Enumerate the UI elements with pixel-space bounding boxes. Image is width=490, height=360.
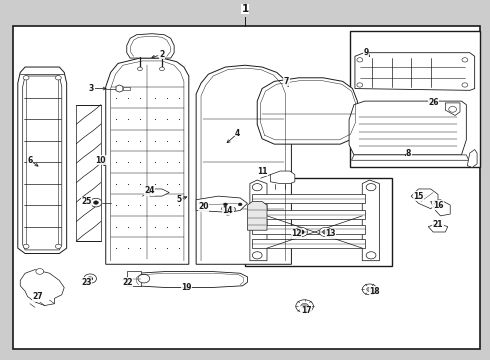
Polygon shape bbox=[252, 225, 365, 234]
Text: 4: 4 bbox=[235, 129, 240, 138]
Polygon shape bbox=[431, 200, 450, 216]
Circle shape bbox=[55, 244, 61, 248]
Text: 13: 13 bbox=[325, 229, 336, 238]
Text: 5: 5 bbox=[176, 195, 182, 204]
Circle shape bbox=[230, 207, 236, 212]
Circle shape bbox=[296, 300, 314, 313]
Circle shape bbox=[301, 303, 309, 309]
Circle shape bbox=[252, 252, 262, 259]
Text: 20: 20 bbox=[198, 202, 209, 211]
Text: 15: 15 bbox=[413, 192, 424, 201]
Polygon shape bbox=[445, 103, 460, 116]
Text: 21: 21 bbox=[433, 220, 443, 229]
Text: 27: 27 bbox=[32, 292, 43, 301]
Text: 12: 12 bbox=[291, 229, 301, 238]
Polygon shape bbox=[362, 180, 379, 261]
Polygon shape bbox=[411, 189, 438, 209]
Text: 8: 8 bbox=[406, 149, 412, 158]
Polygon shape bbox=[196, 196, 247, 212]
Text: 17: 17 bbox=[301, 306, 311, 315]
Text: 9: 9 bbox=[364, 48, 369, 57]
Circle shape bbox=[90, 198, 102, 207]
FancyBboxPatch shape bbox=[350, 31, 480, 167]
Circle shape bbox=[138, 67, 143, 71]
Circle shape bbox=[36, 269, 44, 274]
Polygon shape bbox=[252, 239, 365, 248]
Text: 7: 7 bbox=[284, 77, 289, 86]
Circle shape bbox=[366, 184, 376, 191]
Polygon shape bbox=[351, 155, 469, 160]
Circle shape bbox=[23, 76, 29, 80]
FancyBboxPatch shape bbox=[13, 26, 480, 348]
Circle shape bbox=[366, 252, 376, 259]
Text: 22: 22 bbox=[122, 278, 133, 287]
Polygon shape bbox=[252, 211, 365, 220]
Circle shape bbox=[252, 184, 262, 191]
Circle shape bbox=[449, 107, 457, 112]
Text: 16: 16 bbox=[433, 201, 443, 210]
Circle shape bbox=[94, 201, 98, 204]
Text: 6: 6 bbox=[27, 156, 33, 165]
Circle shape bbox=[201, 203, 205, 206]
Polygon shape bbox=[20, 270, 64, 306]
FancyBboxPatch shape bbox=[245, 178, 392, 266]
Text: 14: 14 bbox=[222, 206, 233, 215]
Circle shape bbox=[357, 58, 363, 62]
Circle shape bbox=[367, 287, 372, 292]
Polygon shape bbox=[270, 171, 295, 184]
Circle shape bbox=[362, 284, 377, 295]
Text: 26: 26 bbox=[428, 98, 439, 107]
Polygon shape bbox=[18, 67, 67, 253]
Polygon shape bbox=[247, 202, 267, 230]
Text: 11: 11 bbox=[257, 167, 268, 176]
Circle shape bbox=[295, 227, 308, 237]
Polygon shape bbox=[125, 274, 133, 286]
Polygon shape bbox=[23, 76, 62, 250]
Polygon shape bbox=[428, 224, 448, 232]
Polygon shape bbox=[257, 78, 357, 144]
Circle shape bbox=[223, 203, 227, 206]
Circle shape bbox=[298, 230, 304, 234]
Text: 2: 2 bbox=[159, 50, 165, 59]
Polygon shape bbox=[196, 65, 292, 264]
Circle shape bbox=[159, 67, 164, 71]
Text: 25: 25 bbox=[81, 197, 92, 206]
Text: 18: 18 bbox=[369, 287, 380, 296]
Circle shape bbox=[221, 207, 227, 211]
Circle shape bbox=[225, 211, 231, 215]
Polygon shape bbox=[127, 271, 142, 286]
Polygon shape bbox=[150, 189, 169, 196]
Polygon shape bbox=[355, 53, 475, 90]
Polygon shape bbox=[250, 180, 267, 261]
Circle shape bbox=[84, 274, 97, 283]
Text: 24: 24 bbox=[145, 186, 155, 195]
Circle shape bbox=[238, 203, 242, 206]
Circle shape bbox=[319, 227, 332, 237]
Circle shape bbox=[323, 230, 329, 234]
Polygon shape bbox=[116, 85, 123, 92]
Circle shape bbox=[138, 274, 150, 283]
Polygon shape bbox=[252, 194, 365, 203]
Polygon shape bbox=[123, 87, 130, 90]
Polygon shape bbox=[349, 101, 466, 155]
Text: 19: 19 bbox=[181, 283, 192, 292]
Polygon shape bbox=[467, 149, 477, 167]
Circle shape bbox=[23, 244, 29, 248]
Polygon shape bbox=[106, 58, 189, 264]
Circle shape bbox=[87, 276, 93, 281]
Text: 1: 1 bbox=[242, 4, 248, 14]
Polygon shape bbox=[127, 34, 174, 58]
Circle shape bbox=[55, 76, 61, 80]
Polygon shape bbox=[133, 271, 247, 288]
Circle shape bbox=[462, 58, 468, 62]
Text: 3: 3 bbox=[89, 84, 94, 93]
Text: 10: 10 bbox=[96, 156, 106, 165]
Circle shape bbox=[462, 83, 468, 87]
Circle shape bbox=[357, 83, 363, 87]
Text: 23: 23 bbox=[81, 278, 92, 287]
